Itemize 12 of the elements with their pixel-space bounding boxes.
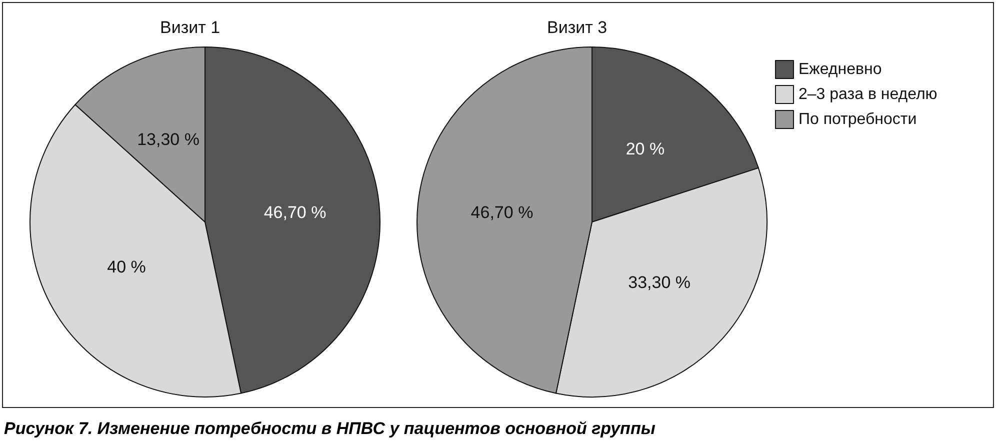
chart-title: Визит 3	[547, 18, 608, 37]
data-label: 46,70 %	[264, 203, 326, 222]
data-label: 40 %	[107, 258, 146, 277]
data-label: 13,30 %	[137, 130, 200, 149]
data-label: 20 %	[626, 139, 665, 158]
legend-label: 2–3 раза в неделю	[798, 86, 938, 103]
text: Рисунок 7. Изменение потребности в НПВС у пациентов основной группы	[4, 419, 656, 439]
data-label: 46,70 %	[470, 203, 534, 222]
legend-label: По потребности	[798, 111, 917, 128]
legend-label: Ежедневно	[798, 61, 882, 78]
data-label: 33,30 %	[628, 272, 691, 292]
chart-title: Визит 1	[160, 18, 220, 37]
